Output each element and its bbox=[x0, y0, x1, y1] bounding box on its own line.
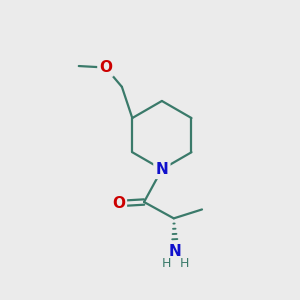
Text: N: N bbox=[155, 162, 168, 177]
Text: H: H bbox=[162, 257, 171, 270]
Text: O: O bbox=[112, 196, 125, 211]
Text: H: H bbox=[179, 257, 189, 270]
Text: O: O bbox=[99, 60, 112, 75]
Text: N: N bbox=[169, 244, 182, 259]
